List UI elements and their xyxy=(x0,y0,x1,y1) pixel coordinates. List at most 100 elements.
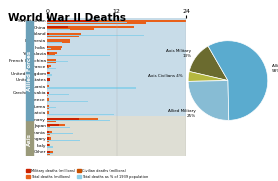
Bar xyxy=(47,81,49,82)
Bar xyxy=(47,25,186,31)
Bar xyxy=(47,98,49,100)
Bar xyxy=(47,33,81,35)
Bar xyxy=(47,144,50,146)
Bar xyxy=(47,85,49,87)
Bar xyxy=(47,111,49,113)
Bar xyxy=(47,113,49,115)
Bar xyxy=(47,48,51,49)
Bar xyxy=(47,72,50,74)
Text: World War II Deaths: World War II Deaths xyxy=(8,13,126,23)
Text: Axis Military
13%: Axis Military 13% xyxy=(166,49,191,58)
Bar xyxy=(47,79,50,81)
Bar xyxy=(47,77,186,84)
Wedge shape xyxy=(189,46,228,81)
Text: Allied Military
25%: Allied Military 25% xyxy=(168,109,196,118)
Bar xyxy=(47,35,144,36)
Bar xyxy=(47,20,98,22)
Bar xyxy=(47,65,51,68)
Bar xyxy=(47,151,53,153)
Bar xyxy=(47,71,186,77)
Bar xyxy=(47,22,146,24)
Bar xyxy=(47,94,48,96)
Bar xyxy=(47,22,126,23)
Bar xyxy=(47,26,134,28)
Bar xyxy=(47,107,49,109)
Wedge shape xyxy=(188,81,229,120)
Bar xyxy=(47,57,186,64)
Text: Axis: Axis xyxy=(27,133,32,146)
Bar xyxy=(47,127,70,128)
Bar xyxy=(47,129,186,136)
Bar xyxy=(47,48,61,50)
Bar xyxy=(47,90,186,97)
Bar xyxy=(47,35,79,37)
Bar xyxy=(47,123,186,129)
Bar xyxy=(47,52,49,54)
Bar xyxy=(47,103,186,110)
Bar xyxy=(47,133,73,134)
Bar xyxy=(47,84,186,90)
Bar xyxy=(47,126,50,128)
Bar xyxy=(47,55,110,56)
Bar xyxy=(47,149,186,156)
Bar xyxy=(47,72,49,74)
Bar xyxy=(47,94,69,95)
Bar xyxy=(47,31,186,38)
Wedge shape xyxy=(208,41,268,120)
Legend: Military deaths (millions), Total deaths (millions), Civilian deaths (millions),: Military deaths (millions), Total deaths… xyxy=(25,168,149,179)
Bar xyxy=(47,33,49,35)
Bar xyxy=(47,46,62,48)
Bar xyxy=(47,105,49,107)
Bar xyxy=(47,59,56,61)
Bar xyxy=(47,100,49,102)
Bar xyxy=(47,42,62,43)
Bar xyxy=(47,61,68,62)
Bar xyxy=(47,139,49,142)
Bar xyxy=(47,44,186,51)
Bar xyxy=(47,137,49,140)
Bar xyxy=(47,144,49,146)
Bar xyxy=(47,114,114,115)
Bar xyxy=(47,133,50,135)
Bar xyxy=(47,120,56,122)
Bar xyxy=(47,67,49,70)
Text: Axis Civilians 4%: Axis Civilians 4% xyxy=(148,74,182,78)
Bar xyxy=(47,153,53,154)
Bar xyxy=(47,116,186,123)
Bar xyxy=(47,54,55,56)
Bar xyxy=(47,28,94,30)
Bar xyxy=(47,101,88,102)
Bar xyxy=(47,65,48,68)
Bar xyxy=(47,124,59,127)
Wedge shape xyxy=(188,71,228,81)
Bar xyxy=(47,137,51,140)
Bar xyxy=(47,153,50,155)
Bar xyxy=(47,131,52,133)
Bar xyxy=(47,151,50,153)
Bar xyxy=(47,38,186,44)
Bar xyxy=(47,74,48,76)
Text: Allied Forces: Allied Forces xyxy=(27,50,32,90)
Bar xyxy=(47,92,49,94)
Bar xyxy=(26,120,33,159)
Bar xyxy=(47,64,186,71)
Bar xyxy=(47,118,98,120)
Bar xyxy=(47,20,201,22)
Bar xyxy=(47,79,50,81)
Bar xyxy=(47,74,53,75)
Bar xyxy=(47,41,70,43)
Bar xyxy=(47,52,57,54)
Bar xyxy=(47,39,70,41)
Bar xyxy=(47,146,48,148)
Text: Allied Civilians
58%: Allied Civilians 58% xyxy=(272,64,278,73)
Bar xyxy=(47,87,49,89)
Bar xyxy=(47,118,79,120)
Bar xyxy=(47,29,70,30)
Bar xyxy=(47,140,80,141)
Bar xyxy=(47,87,136,89)
Bar xyxy=(47,26,68,28)
Bar xyxy=(47,136,186,143)
Bar xyxy=(47,46,48,48)
Bar xyxy=(47,92,49,94)
Bar xyxy=(47,131,49,133)
